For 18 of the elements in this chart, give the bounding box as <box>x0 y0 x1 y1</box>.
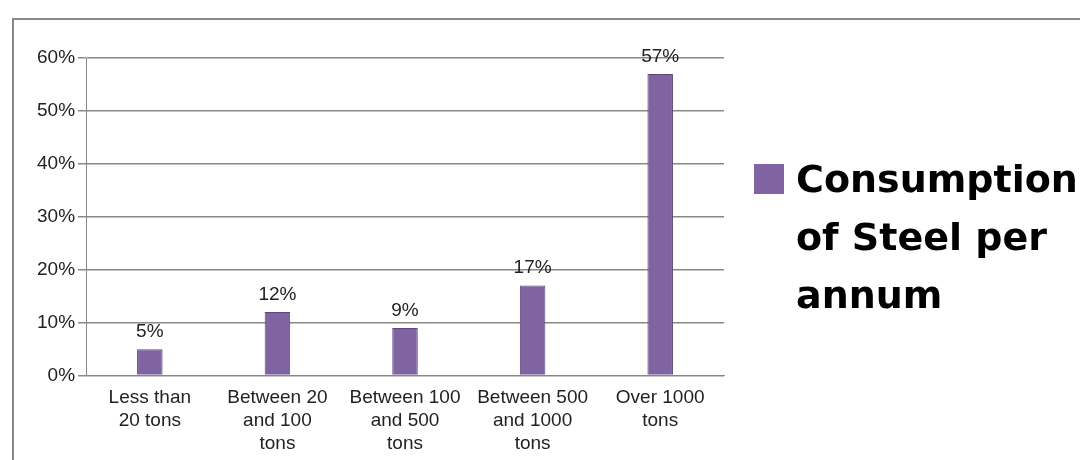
text: 17% <box>513 256 552 278</box>
x-tick-label: Between 20 and 100 tons <box>227 386 328 453</box>
text: 5% <box>136 319 164 341</box>
legend-label: Consumption of Steel per annum <box>796 156 1079 319</box>
text: 9% <box>391 298 419 320</box>
x-tick-label: Less than 20 tons <box>108 386 192 431</box>
text: 57% <box>641 44 680 66</box>
x-tick-label: Between 500 and 1000 tons <box>477 386 589 453</box>
text: 12% <box>258 282 297 304</box>
x-tick-label: Over 1000 tons <box>615 386 705 431</box>
y-tick-label: 30% <box>37 205 76 227</box>
y-tick-label: 20% <box>37 257 76 279</box>
y-tick-label: 0% <box>47 363 76 385</box>
y-tick-label: 40% <box>37 152 76 174</box>
y-tick-label: 10% <box>37 310 76 332</box>
y-tick-label: 60% <box>37 46 76 68</box>
x-tick-label: Between 100 and 500 tons <box>349 386 461 453</box>
y-tick-label: 50% <box>37 99 76 121</box>
